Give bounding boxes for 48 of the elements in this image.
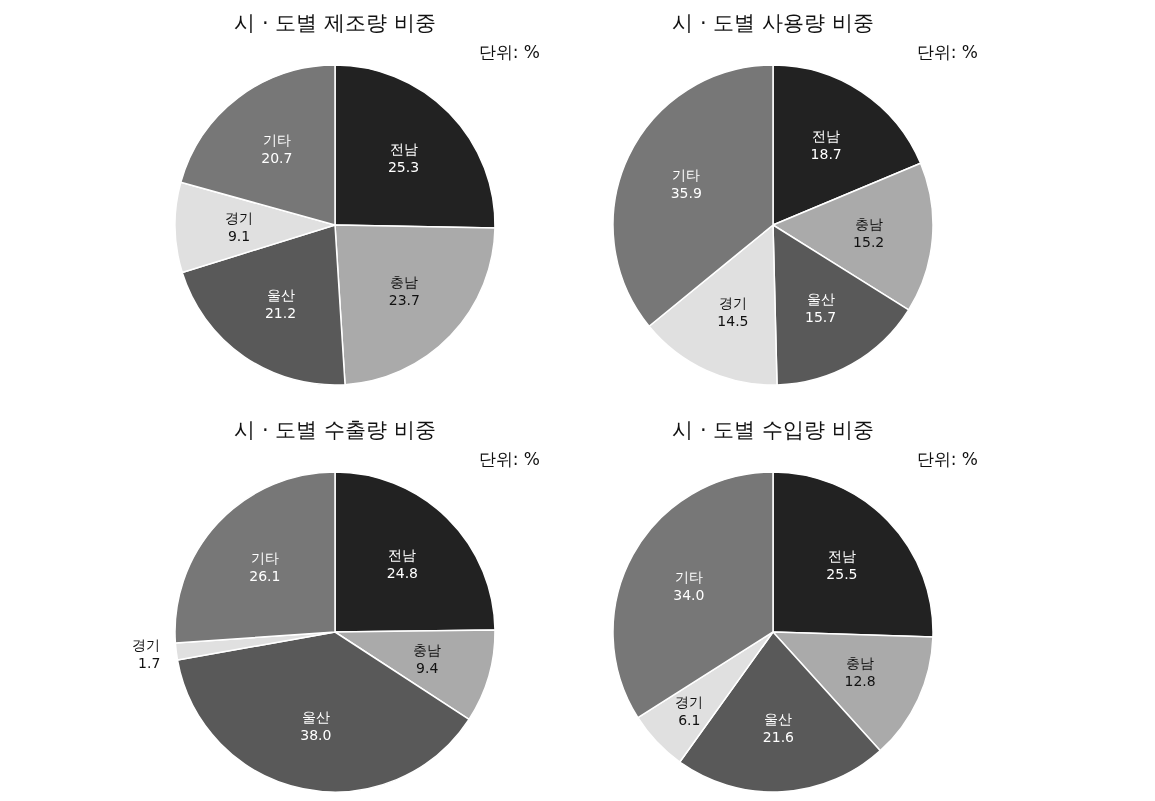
slice-label: 전남 [388, 546, 417, 563]
slice-label: 경기 [675, 694, 704, 711]
data-label: 14.5 [717, 313, 749, 330]
data-label: 25.5 [826, 566, 858, 583]
slice-label: 충남 [390, 274, 419, 291]
data-label: 26.1 [249, 567, 281, 584]
slice-label: 기타 [672, 166, 701, 183]
data-label: 38.0 [300, 727, 332, 744]
slice-label: 울산 [764, 710, 793, 727]
text: 단위: % [916, 42, 978, 62]
slice-label: 기타 [250, 549, 279, 566]
chart-title: 시 · 도별 사용량 비중 [672, 11, 874, 35]
slice-label: 경기 [718, 295, 747, 312]
data-label: 18.7 [810, 146, 842, 163]
data-label: 21.2 [264, 305, 297, 322]
chart-title: 시 · 도별 수입량 비중 [672, 418, 874, 442]
data-label: 20.7 [261, 149, 293, 166]
slice-label: 전남 [389, 140, 418, 157]
data-label: 9.1 [227, 227, 251, 244]
slice-label: 전남 [812, 128, 841, 145]
data-label: 6.1 [678, 712, 701, 729]
slice-label: 울산 [266, 287, 295, 304]
slice-label: 기타 [262, 131, 291, 148]
slice-label: 경기 [225, 209, 254, 226]
data-label: 24.8 [386, 564, 419, 581]
text: 단위: % [478, 42, 540, 62]
chart-title: 시 · 도별 수출량 비중 [234, 418, 436, 442]
data-label: 23.7 [388, 292, 420, 309]
data-label: 21.6 [762, 728, 795, 745]
text: 단위: % [478, 449, 540, 469]
data-label: 34.0 [673, 586, 705, 603]
slice-label: 경기 [132, 636, 161, 653]
slice-label: 충남 [413, 641, 442, 658]
slice-label: 충남 [854, 215, 883, 232]
slice-label: 전남 [827, 548, 856, 565]
data-label: 25.3 [387, 158, 420, 175]
data-label: 35.9 [670, 184, 702, 201]
chart-title: 시 · 도별 제조량 비중 [234, 11, 436, 35]
data-label: 1.7 [138, 654, 161, 671]
text: 단위: % [916, 449, 978, 469]
slice-label: 울산 [301, 709, 330, 726]
data-label: 9.4 [416, 659, 439, 676]
slice-label: 기타 [674, 568, 703, 585]
data-label: 12.8 [844, 673, 876, 690]
slice-label: 충남 [846, 655, 875, 672]
slice-label: 울산 [806, 291, 835, 308]
data-label: 15.7 [804, 309, 837, 326]
data-label: 15.2 [853, 233, 885, 250]
